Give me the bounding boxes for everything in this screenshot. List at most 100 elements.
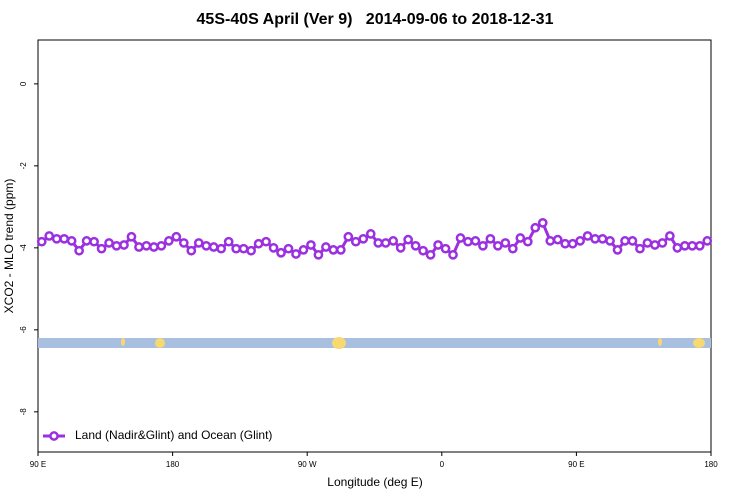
- point: [507, 243, 518, 254]
- point: [493, 240, 503, 251]
- x-tick-label: 90 W: [298, 460, 317, 469]
- point: [642, 238, 653, 248]
- land-patch: [121, 338, 125, 346]
- point: [635, 243, 645, 254]
- point: [74, 245, 84, 256]
- point: [597, 233, 608, 244]
- point: [537, 217, 548, 228]
- point: [36, 236, 47, 247]
- point: [164, 236, 174, 246]
- point: [433, 240, 443, 250]
- point: [650, 240, 660, 250]
- point: [268, 242, 279, 253]
- point: [373, 238, 384, 248]
- point: [500, 238, 511, 248]
- legend-label: Land (Nadir&Glint) and Ocean (Glint): [75, 428, 272, 442]
- point: [253, 238, 264, 249]
- point: [208, 242, 219, 252]
- y-axis-label: XCO2 - MLO trend (ppm): [2, 179, 16, 314]
- point: [216, 243, 227, 254]
- legend-marker: [49, 431, 59, 441]
- point: [171, 231, 182, 242]
- point: [515, 233, 526, 243]
- point: [156, 240, 167, 251]
- point: [276, 247, 286, 258]
- point: [440, 243, 451, 254]
- point: [178, 238, 189, 248]
- point: [365, 229, 376, 239]
- point: [149, 242, 159, 252]
- plot-frame: [37, 39, 712, 453]
- point: [186, 245, 197, 256]
- point: [620, 236, 630, 246]
- point: [59, 233, 70, 244]
- y-tick-label: -2: [19, 162, 28, 170]
- land-patch: [155, 338, 165, 348]
- point: [418, 245, 428, 256]
- point: [530, 222, 541, 233]
- point: [141, 240, 152, 251]
- point: [261, 236, 271, 247]
- point: [478, 240, 488, 251]
- point: [627, 236, 638, 246]
- point: [246, 245, 256, 256]
- point: [395, 242, 406, 253]
- point: [560, 238, 571, 249]
- y-tick-label: -8: [19, 408, 28, 416]
- point: [223, 236, 234, 247]
- point: [522, 236, 533, 247]
- point: [388, 236, 399, 246]
- ocean-strip: [38, 338, 711, 348]
- point: [358, 233, 369, 244]
- point: [455, 233, 466, 243]
- point: [545, 236, 556, 246]
- point: [126, 231, 137, 242]
- land-patch: [693, 338, 705, 348]
- point: [380, 238, 391, 248]
- point: [694, 240, 705, 251]
- point: [403, 234, 413, 245]
- point: [66, 236, 77, 246]
- point: [134, 242, 144, 252]
- point: [665, 231, 675, 241]
- surface-strip: [38, 337, 711, 349]
- x-tick-label: 90 E: [568, 460, 584, 469]
- land-patch: [658, 338, 662, 346]
- point: [96, 243, 107, 254]
- y-tick-label: -4: [19, 244, 28, 252]
- point: [111, 240, 122, 251]
- point: [612, 245, 623, 255]
- point: [575, 236, 585, 246]
- point: [343, 231, 354, 242]
- y-tick-label: 0: [19, 81, 28, 86]
- point: [328, 245, 339, 255]
- point: [44, 231, 55, 241]
- point: [283, 243, 294, 254]
- point: [306, 240, 316, 250]
- point: [582, 231, 593, 241]
- land-patch: [332, 337, 346, 349]
- x-axis-label: Longitude (deg E): [327, 475, 422, 489]
- point: [410, 240, 421, 251]
- point: [336, 245, 346, 255]
- point: [552, 234, 563, 245]
- point: [81, 236, 92, 246]
- point: [104, 238, 114, 248]
- point: [448, 249, 458, 260]
- x-tick-label: 180: [704, 460, 718, 469]
- chart-title: 45S-40S April (Ver 9) 2014-09-06 to 2018…: [197, 11, 554, 28]
- point: [238, 243, 249, 254]
- point: [567, 238, 578, 249]
- point: [463, 236, 473, 247]
- point: [291, 249, 301, 259]
- point: [193, 238, 204, 248]
- point: [89, 236, 99, 247]
- point: [119, 240, 129, 250]
- point: [702, 236, 713, 246]
- x-tick-label: 90 E: [30, 460, 46, 469]
- point: [201, 240, 212, 251]
- point: [687, 240, 698, 251]
- point: [679, 240, 690, 251]
- point: [51, 233, 62, 244]
- point: [231, 243, 242, 254]
